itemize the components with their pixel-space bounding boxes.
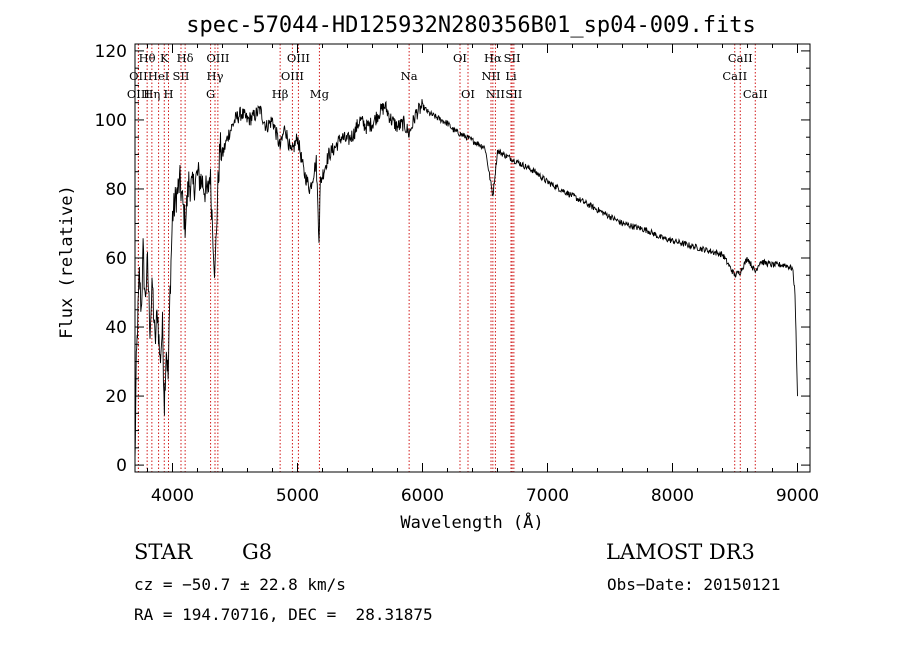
- line-label-9: OIII: [206, 51, 229, 65]
- line-label-13: OIII: [281, 69, 304, 83]
- line-label-5: Hη: [143, 87, 160, 101]
- x-tick-label-1: 5000: [276, 486, 319, 506]
- line-label-21: NII: [481, 69, 500, 83]
- line-label-2: OIII: [127, 87, 150, 101]
- line-label-18: OI: [461, 87, 475, 101]
- x-tick-label-2: 6000: [401, 486, 444, 506]
- chart-title: spec-57044-HD125932N280356B01_sp04-009.f…: [186, 13, 756, 38]
- line-label-0: Hθ: [139, 51, 156, 65]
- line-label-8: Hδ: [177, 51, 194, 65]
- y-tick-label-5: 100: [95, 111, 127, 131]
- line-label-7: H: [163, 87, 173, 101]
- survey-name: LAMOST DR3: [606, 540, 755, 564]
- y-tick-label-3: 60: [105, 249, 127, 269]
- x-tick-label-0: 4000: [151, 486, 194, 506]
- line-label-23: NII: [486, 87, 505, 101]
- y-tick-label-4: 80: [105, 180, 127, 200]
- line-label-6: SII: [173, 69, 190, 83]
- y-tick-label-6: 120: [95, 42, 127, 62]
- line-label-14: Hβ: [272, 87, 289, 101]
- x-tick-label-4: 8000: [651, 486, 694, 506]
- plot-frame: [134, 43, 811, 473]
- line-label-10: Hγ: [207, 69, 224, 83]
- line-label-27: CaII: [743, 87, 768, 101]
- x-tick-label-5: 9000: [776, 486, 819, 506]
- y-tick-label-1: 20: [105, 387, 127, 407]
- observation-date: Obs−Date: 20150121: [607, 575, 781, 594]
- line-label-11: G: [206, 87, 215, 101]
- y-axis-label: Flux (relative): [57, 185, 77, 339]
- line-label-16: Na: [401, 69, 418, 83]
- line-label-1: OII: [129, 69, 148, 83]
- x-axis-label: Wavelength (Å): [400, 511, 543, 533]
- line-label-19: Hα: [484, 51, 502, 65]
- line-label-12: OIII: [287, 51, 310, 65]
- line-label-20: SII: [504, 51, 521, 65]
- line-label-25: CaII: [728, 51, 753, 65]
- line-label-17: OI: [453, 51, 467, 65]
- y-tick-label-2: 40: [105, 318, 127, 338]
- flux-series-line: [134, 99, 798, 460]
- x-tick-label-3: 7000: [526, 486, 569, 506]
- line-label-15: Mg: [310, 87, 330, 101]
- coordinates: RA = 194.70716, DEC = 28.31875: [134, 605, 433, 624]
- line-label-24: SII: [505, 87, 522, 101]
- line-label-4: HeI: [148, 69, 169, 83]
- object-subclass: G8: [242, 540, 273, 564]
- line-label-22: Li: [505, 69, 517, 83]
- object-class: STAR: [134, 540, 193, 564]
- y-tick-label-0: 0: [116, 456, 127, 476]
- line-label-26: CaII: [722, 69, 747, 83]
- line-label-3: K: [160, 51, 169, 65]
- redshift-velocity: cz = −50.7 ± 22.8 km/s: [134, 575, 346, 594]
